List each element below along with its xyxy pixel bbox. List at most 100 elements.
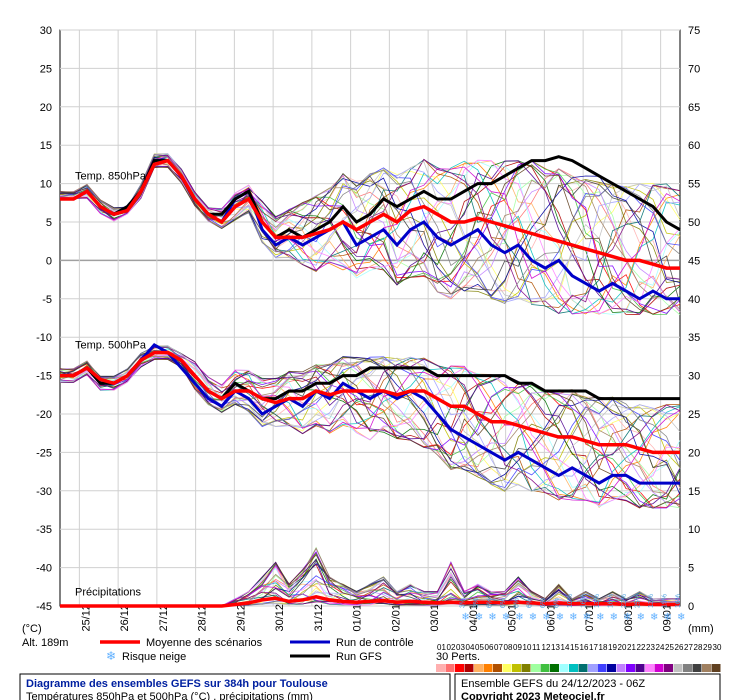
snow-pct: 3% bbox=[473, 598, 480, 608]
pert-number: 02 bbox=[447, 643, 456, 652]
pert-number: 04 bbox=[466, 643, 475, 652]
y-right-tick: 50 bbox=[688, 217, 700, 229]
pert-number: 29 bbox=[703, 643, 712, 652]
pert-swatch bbox=[617, 664, 626, 672]
pert-swatch bbox=[455, 664, 464, 672]
legend-mean: Moyenne des scénarios bbox=[146, 637, 263, 649]
label-t850: Temp. 850hPa bbox=[75, 171, 147, 183]
pert-number: 23 bbox=[646, 643, 655, 652]
snow-pct: 19% bbox=[662, 594, 669, 608]
x-tick: 27/12 bbox=[158, 604, 170, 632]
pert-swatch bbox=[550, 664, 559, 672]
pert-swatch bbox=[569, 664, 578, 672]
pert-swatch bbox=[598, 664, 607, 672]
y-left-tick: 10 bbox=[40, 179, 52, 191]
snowflake-icon: ❄ bbox=[106, 649, 116, 663]
y-right-tick: 30 bbox=[688, 371, 700, 383]
pert-swatch bbox=[446, 664, 455, 672]
pert-swatch bbox=[560, 664, 569, 672]
pert-swatch bbox=[607, 664, 616, 672]
footer-title: Diagramme des ensembles GEFS sur 384h po… bbox=[26, 678, 328, 690]
pert-swatch bbox=[636, 664, 645, 672]
pert-swatch bbox=[465, 664, 474, 672]
pert-swatch bbox=[522, 664, 531, 672]
snowflake-icon: ❄ bbox=[623, 612, 631, 623]
snow-pct: 16% bbox=[675, 594, 682, 608]
y-left-tick: -20 bbox=[36, 409, 52, 421]
pert-number: 15 bbox=[570, 643, 579, 652]
y-right-tick: 40 bbox=[688, 294, 700, 306]
pert-number: 25 bbox=[665, 643, 674, 652]
pert-number: 11 bbox=[532, 643, 541, 652]
pert-number: 06 bbox=[485, 643, 494, 652]
y-right-tick: 0 bbox=[688, 601, 694, 613]
pert-number: 30 bbox=[713, 643, 722, 652]
pert-number: 24 bbox=[656, 643, 665, 652]
chart-container: -450-405-3510-3015-2520-2025-1530-1035-5… bbox=[0, 0, 740, 700]
pert-number: 18 bbox=[599, 643, 608, 652]
y-right-label: (mm) bbox=[688, 623, 714, 635]
snow-pct: 6% bbox=[500, 598, 507, 608]
pert-number: 22 bbox=[637, 643, 646, 652]
y-left-tick: -30 bbox=[36, 486, 52, 498]
y-left-tick: 0 bbox=[46, 255, 52, 267]
y-right-tick: 10 bbox=[688, 524, 700, 536]
snowflake-icon: ❄ bbox=[515, 612, 523, 623]
pert-swatch bbox=[664, 664, 673, 672]
snow-pct: 6% bbox=[513, 598, 520, 608]
pert-swatch bbox=[493, 664, 502, 672]
y-left-tick: 30 bbox=[40, 25, 52, 37]
pert-number: 05 bbox=[475, 643, 484, 652]
y-right-tick: 15 bbox=[688, 486, 700, 498]
y-left-tick: -10 bbox=[36, 332, 52, 344]
pert-swatch bbox=[474, 664, 483, 672]
y-right-tick: 70 bbox=[688, 63, 700, 75]
y-left-tick: -5 bbox=[42, 294, 52, 306]
y-right-tick: 60 bbox=[688, 140, 700, 152]
x-tick: 03/01 bbox=[429, 604, 441, 632]
pert-swatch bbox=[531, 664, 540, 672]
ensemble-chart: -450-405-3510-3015-2520-2025-1530-1035-5… bbox=[0, 0, 740, 700]
pert-swatch bbox=[645, 664, 654, 672]
x-tick: 25/12 bbox=[80, 604, 92, 632]
pert-number: 16 bbox=[580, 643, 589, 652]
pert-number: 07 bbox=[494, 643, 503, 652]
y-right-tick: 5 bbox=[688, 563, 694, 575]
altitude-label: Alt. 189m bbox=[22, 637, 68, 649]
snowflake-icon: ❄ bbox=[610, 612, 618, 623]
snow-pct: 23% bbox=[621, 594, 628, 608]
x-tick: 28/12 bbox=[197, 604, 209, 632]
x-tick: 30/12 bbox=[274, 604, 286, 632]
pert-number: 03 bbox=[456, 643, 465, 652]
pert-swatch bbox=[512, 664, 521, 672]
y-left-tick: 15 bbox=[40, 140, 52, 152]
pert-swatch bbox=[626, 664, 635, 672]
pert-number: 09 bbox=[513, 643, 522, 652]
y-left-tick: 25 bbox=[40, 63, 52, 75]
pert-swatch bbox=[484, 664, 493, 672]
legend-gfs: Run GFS bbox=[336, 651, 382, 663]
snowflake-icon: ❄ bbox=[529, 612, 537, 623]
pert-swatch bbox=[683, 664, 692, 672]
pert-number: 27 bbox=[684, 643, 693, 652]
legend-snow: Risque neige bbox=[122, 651, 186, 663]
label-t500: Temp. 500hPa bbox=[75, 340, 147, 352]
snowflake-icon: ❄ bbox=[650, 612, 658, 623]
snowflake-icon: ❄ bbox=[488, 612, 496, 623]
pert-swatch bbox=[655, 664, 664, 672]
pert-number: 13 bbox=[551, 643, 560, 652]
snow-pct: 3% bbox=[459, 598, 466, 608]
y-right-tick: 65 bbox=[688, 102, 700, 114]
snow-pct: 25% bbox=[635, 594, 642, 608]
snow-pct: 6% bbox=[540, 598, 547, 608]
y-left-tick: -40 bbox=[36, 563, 52, 575]
snow-pct: 10% bbox=[567, 594, 574, 608]
y-left-tick: -25 bbox=[36, 447, 52, 459]
x-tick: 26/12 bbox=[119, 604, 131, 632]
footer-right1: Ensemble GEFS du 24/12/2023 - 06Z bbox=[461, 678, 645, 690]
pert-swatch bbox=[503, 664, 512, 672]
x-tick: 02/01 bbox=[390, 604, 402, 632]
pert-number: 21 bbox=[627, 643, 636, 652]
snow-pct: 13% bbox=[594, 594, 601, 608]
plot-area bbox=[60, 30, 680, 606]
